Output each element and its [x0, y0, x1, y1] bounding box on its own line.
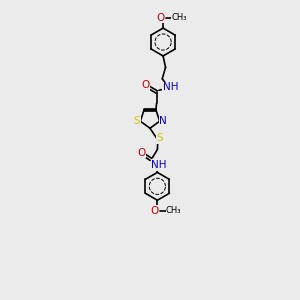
Text: S: S	[157, 133, 164, 143]
Text: NH: NH	[151, 160, 167, 170]
Text: N: N	[159, 116, 167, 126]
Text: O: O	[156, 13, 164, 22]
Text: O: O	[150, 206, 158, 216]
Text: CH₃: CH₃	[166, 206, 182, 215]
Text: O: O	[137, 148, 145, 158]
Text: O: O	[141, 80, 149, 90]
Text: NH: NH	[163, 82, 178, 92]
Text: S: S	[134, 116, 140, 126]
Text: CH₃: CH₃	[172, 13, 187, 22]
